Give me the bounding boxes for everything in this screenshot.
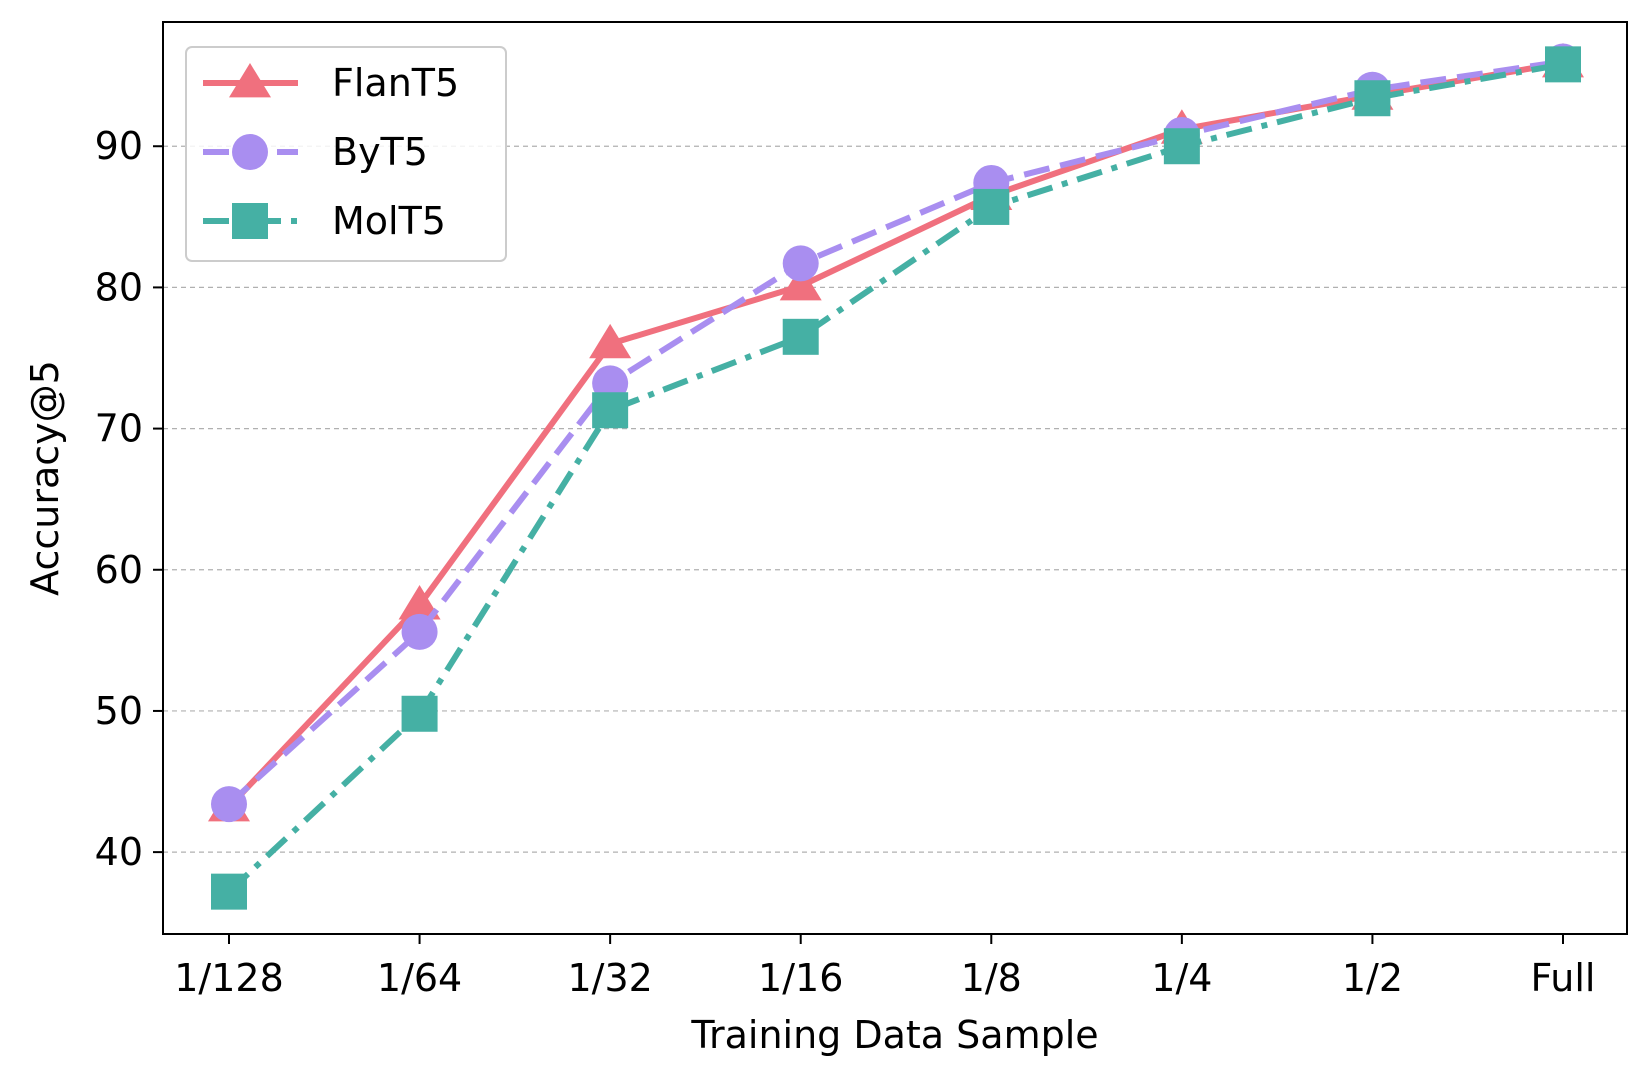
y-axis-title: Accuracy@5 bbox=[23, 360, 67, 596]
x-tick-label: 1/8 bbox=[961, 956, 1022, 1000]
point-byt5 bbox=[401, 613, 438, 650]
y-tick-label: 90 bbox=[95, 124, 143, 168]
legend-label: FlanT5 bbox=[332, 61, 459, 105]
x-tick-label: 1/128 bbox=[174, 956, 284, 1000]
legend: FlanT5 ByT5 MolT5 bbox=[185, 46, 507, 262]
point-flant5 bbox=[398, 585, 441, 620]
point-molt5 bbox=[592, 392, 629, 429]
point-molt5 bbox=[1545, 46, 1581, 83]
y-tick-label: 40 bbox=[95, 830, 143, 874]
legend-item-flant5: FlanT5 bbox=[203, 61, 459, 105]
plot-frame bbox=[162, 21, 1628, 935]
x-tick-label: 1/64 bbox=[377, 956, 462, 1000]
point-molt5 bbox=[973, 188, 1010, 225]
y-axis-ticks: 40 50 60 70 80 90 bbox=[95, 124, 163, 874]
series-line-byt5 bbox=[226, 58, 1564, 807]
series-line-molt5 bbox=[226, 61, 1564, 894]
point-molt5 bbox=[1354, 80, 1391, 117]
x-axis-title: Training Data Sample bbox=[690, 1013, 1098, 1057]
legend-item-byt5: ByT5 bbox=[203, 130, 428, 174]
legend-label: ByT5 bbox=[332, 130, 428, 174]
x-tick-label: 1/16 bbox=[758, 956, 843, 1000]
x-tick-label: 1/4 bbox=[1151, 956, 1212, 1000]
plot-series bbox=[208, 42, 1584, 910]
point-molt5 bbox=[401, 695, 438, 732]
legend-label: MolT5 bbox=[332, 199, 446, 243]
legend-marker bbox=[232, 203, 268, 239]
x-tick-label: 1/2 bbox=[1342, 956, 1403, 1000]
y-tick-label: 70 bbox=[95, 407, 143, 451]
series-molt5 bbox=[211, 46, 1581, 910]
x-tick-label: Full bbox=[1531, 956, 1596, 1000]
x-axis-ticks: 1/128 1/64 1/32 1/16 1/8 1/4 1/2 Full bbox=[174, 934, 1595, 1000]
x-tick-label: 1/32 bbox=[567, 956, 652, 1000]
legend-marker bbox=[229, 63, 271, 98]
y-tick-label: 60 bbox=[95, 548, 143, 592]
series-line-flant5 bbox=[226, 59, 1564, 810]
point-molt5 bbox=[1163, 128, 1200, 165]
legend-marker bbox=[232, 134, 268, 170]
point-byt5 bbox=[782, 245, 819, 282]
y-tick-label: 50 bbox=[95, 689, 143, 733]
point-flant5 bbox=[779, 266, 822, 301]
point-byt5 bbox=[211, 786, 247, 823]
y-tick-label: 80 bbox=[95, 265, 143, 309]
legend-item-molt5: MolT5 bbox=[203, 199, 446, 243]
point-flant5 bbox=[589, 323, 632, 359]
point-molt5 bbox=[211, 873, 247, 910]
point-molt5 bbox=[782, 318, 819, 355]
